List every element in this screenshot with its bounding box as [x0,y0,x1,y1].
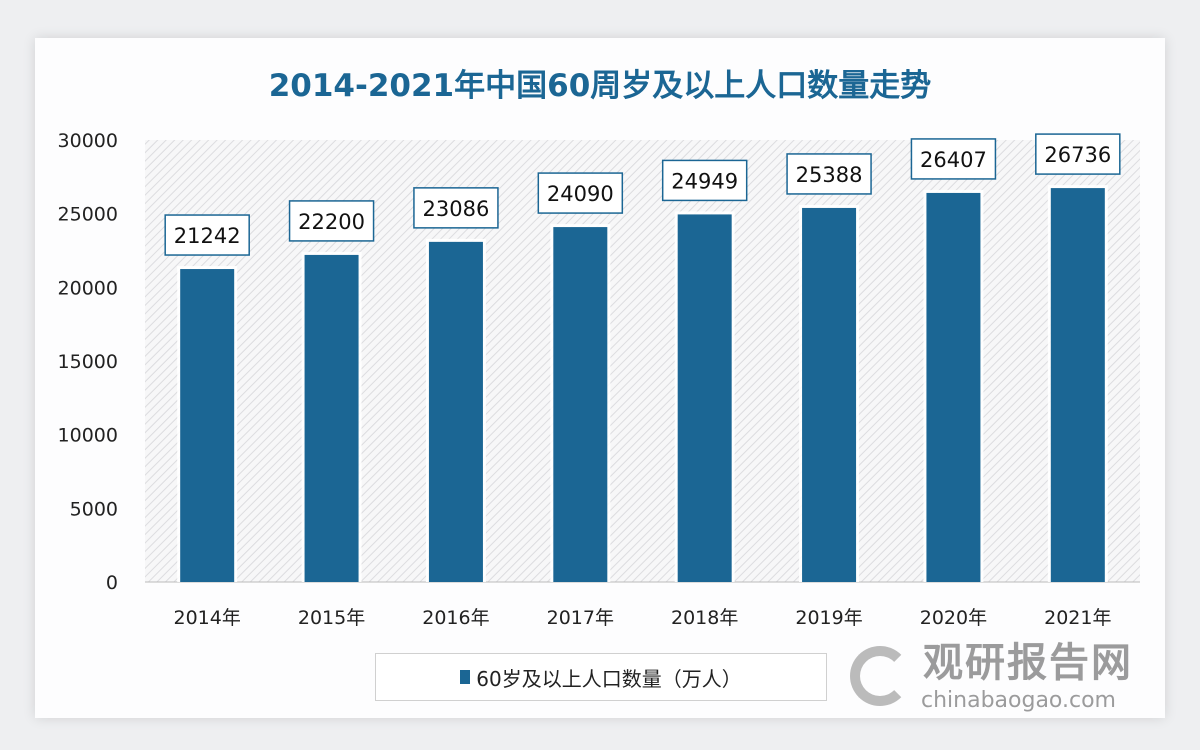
data-label: 25388 [796,163,863,187]
data-label: 21242 [174,224,241,248]
x-tick-label: 2017年 [547,607,614,629]
data-label: 26407 [920,148,987,172]
bar [304,254,359,583]
bar [926,192,981,582]
data-label-box [288,200,375,242]
data-label-box [164,214,250,256]
bar [428,241,483,582]
data-label: 22200 [298,210,365,234]
bar [677,214,732,582]
y-tick-label: 25000 [58,204,118,226]
legend-label: 60岁及以上人口数量（万人） [476,666,742,691]
x-tick-label: 2018年 [671,607,738,629]
x-tick-label: 2015年 [298,607,365,629]
data-label: 23086 [423,197,490,221]
data-label-box [661,159,748,202]
bar [802,207,857,582]
x-tick-label: 2014年 [174,607,241,629]
y-tick-label: 10000 [58,425,118,447]
data-label: 24949 [671,169,738,193]
data-label-box [413,187,499,229]
legend: 60岁及以上人口数量（万人） [375,653,827,701]
data-label: 24090 [547,182,614,206]
data-label: 26736 [1044,143,1111,167]
legend-swatch [460,670,471,684]
x-tick-label: 2020年 [920,607,987,629]
watermark-en: chinabaogao.com [921,688,1116,713]
x-tick-label: 2019年 [795,607,862,629]
watermark-logo-icon [850,646,910,706]
y-tick-label: 5000 [70,498,118,520]
watermark-cn: 观研报告网 [923,640,1133,686]
y-tick-label: 0 [106,572,118,594]
data-label-box [910,138,997,180]
bar [553,227,608,582]
x-tick-label: 2016年 [422,607,489,629]
y-tick-label: 20000 [58,277,118,299]
bar [180,269,235,582]
chart-title: 2014-2021年中国60周岁及以上人口数量走势 [268,68,932,104]
y-tick-label: 15000 [58,351,118,373]
data-label-box [786,153,872,195]
data-label-box [1035,133,1121,175]
bar [1050,188,1105,582]
x-tick-label: 2021年 [1044,607,1111,629]
y-tick-label: 30000 [58,130,118,152]
data-label-box [537,172,624,214]
